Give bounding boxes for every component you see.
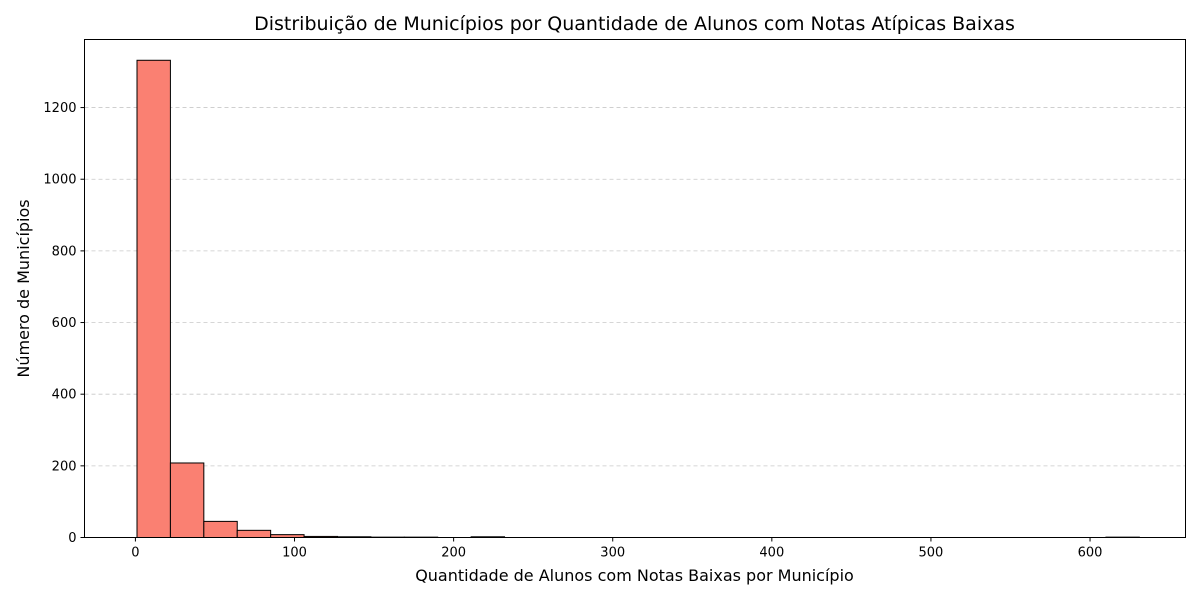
y-tick-label: 400 (52, 388, 77, 403)
y-tick-label: 600 (52, 316, 77, 331)
x-tick-label: 500 (919, 546, 944, 561)
x-tick-label: 300 (600, 546, 625, 561)
x-tick-label: 400 (759, 546, 784, 561)
y-axis-ticks: 0 200 400 600 800 1000 1200 (43, 101, 85, 546)
y-axis-label: Número de Municípios (14, 199, 33, 377)
y-tick-label: 1200 (43, 101, 76, 116)
y-tick-label: 1000 (43, 173, 76, 188)
histogram-bar (236, 529, 272, 539)
chart-title: Distribuição de Municípios por Quantidad… (254, 13, 1015, 35)
histogram-bar (203, 520, 238, 538)
grid-lines (84, 107, 1186, 467)
histogram-bar (169, 462, 205, 538)
plot-frame (84, 39, 1186, 538)
y-tick-label: 800 (52, 244, 77, 259)
x-tick-label: 0 (131, 546, 139, 561)
x-axis-label: Quantidade de Alunos com Notas Baixas po… (415, 566, 854, 585)
x-axis-ticks: 0 100 200 300 400 500 600 (131, 537, 1103, 561)
x-tick-label: 100 (282, 546, 307, 561)
x-tick-label: 600 (1078, 546, 1103, 561)
y-tick-label: 0 (68, 531, 76, 546)
y-tick-label: 200 (52, 459, 77, 474)
x-tick-label: 200 (441, 546, 466, 561)
histogram-bar (136, 59, 171, 539)
